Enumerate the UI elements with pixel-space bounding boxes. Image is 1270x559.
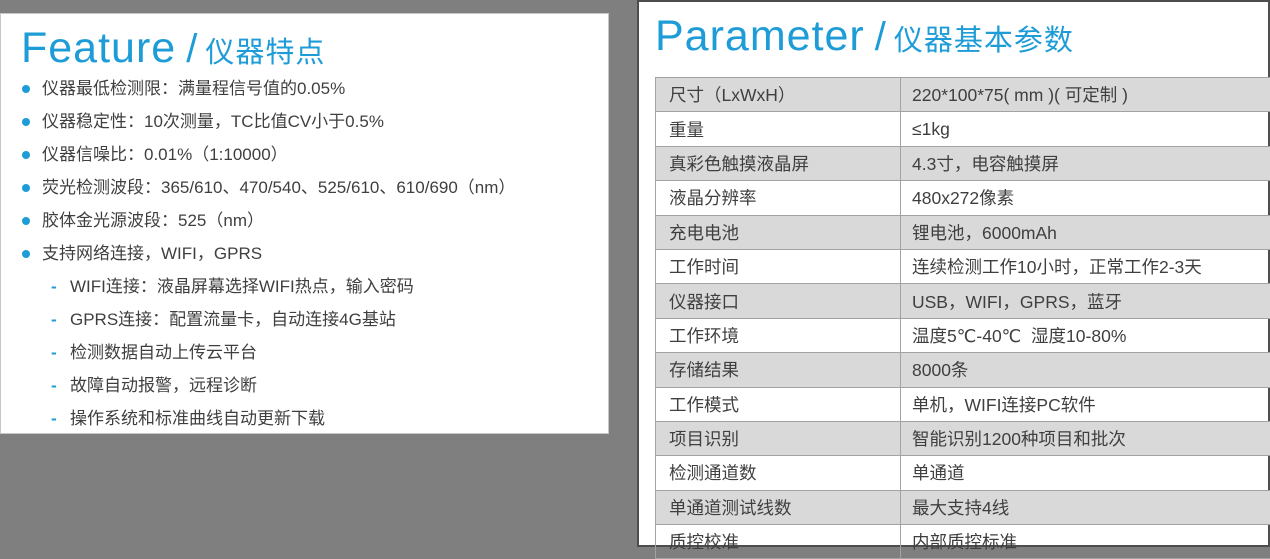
feature-item-text: GPRS连接：配置流量卡，自动连接4G基站	[70, 310, 396, 329]
parameter-title-separator: /	[875, 15, 886, 60]
param-value-cell: 内部质控标准	[901, 525, 1270, 559]
bullet-dash-icon: -	[51, 270, 57, 303]
table-row: 重量≤1kg	[656, 112, 1270, 146]
param-label-cell: 重量	[656, 112, 901, 146]
parameter-panel: Parameter / 仪器基本参数 尺寸（LxWxH）220*100*75( …	[637, 0, 1270, 547]
param-value-cell: 8000条	[901, 353, 1270, 387]
feature-item-text: WIFI连接：液晶屏幕选择WIFI热点，输入密码	[70, 277, 414, 296]
feature-title-zh: 仪器特点	[205, 29, 325, 71]
param-label-cell: 工作时间	[656, 249, 901, 283]
feature-item: -检测数据自动上传云平台	[1, 336, 604, 369]
feature-item-text: 仪器最低检测限：满量程信号值的0.05%	[42, 79, 345, 98]
param-value-cell: ≤1kg	[901, 112, 1270, 146]
bullet-dot-icon	[22, 217, 30, 225]
feature-item: 仪器最低检测限：满量程信号值的0.05%	[1, 72, 604, 105]
parameter-heading: Parameter / 仪器基本参数	[655, 12, 1268, 60]
bullet-dot-icon	[22, 184, 30, 192]
feature-item-text: 胶体金光源波段：525（nm）	[42, 211, 264, 230]
param-label-cell: 工作模式	[656, 387, 901, 421]
table-row: 工作环境温度5℃-40℃ 湿度10-80%	[656, 318, 1270, 352]
bullet-dot-icon	[22, 250, 30, 258]
parameter-title-zh: 仪器基本参数	[894, 17, 1074, 59]
param-label-cell: 液晶分辨率	[656, 181, 901, 215]
feature-item-text: 操作系统和标准曲线自动更新下载	[70, 409, 325, 428]
feature-item: -操作系统和标准曲线自动更新下载	[1, 402, 604, 435]
param-value-cell: USB，WIFI，GPRS，蓝牙	[901, 284, 1270, 318]
param-value-cell: 智能识别1200种项目和批次	[901, 421, 1270, 455]
feature-heading: Feature / 仪器特点	[21, 24, 608, 72]
param-label-cell: 真彩色触摸液晶屏	[656, 146, 901, 180]
feature-list: 仪器最低检测限：满量程信号值的0.05% 仪器稳定性：10次测量，TC比值CV小于…	[1, 72, 604, 435]
param-label-cell: 仪器接口	[656, 284, 901, 318]
feature-item-text: 故障自动报警，远程诊断	[70, 376, 257, 395]
param-value-cell: 锂电池，6000mAh	[901, 215, 1270, 249]
param-label-cell: 尺寸（LxWxH）	[656, 78, 901, 112]
param-value-cell: 单通道	[901, 456, 1270, 490]
param-label-cell: 检测通道数	[656, 456, 901, 490]
table-row: 充电电池锂电池，6000mAh	[656, 215, 1270, 249]
feature-item-text: 仪器信噪比：0.01%（1:10000）	[42, 145, 288, 164]
feature-item-text: 荧光检测波段：365/610、470/540、525/610、610/690（n…	[42, 178, 515, 197]
feature-item: -WIFI连接：液晶屏幕选择WIFI热点，输入密码	[1, 270, 604, 303]
param-value-cell: 最大支持4线	[901, 490, 1270, 524]
param-label-cell: 工作环境	[656, 318, 901, 352]
parameter-title-en: Parameter	[655, 12, 865, 60]
table-row: 尺寸（LxWxH）220*100*75( mm )( 可定制 )	[656, 78, 1270, 112]
table-row: 单通道测试线数最大支持4线	[656, 490, 1270, 524]
feature-item-text: 支持网络连接，WIFI，GPRS	[42, 244, 262, 263]
param-label-cell: 项目识别	[656, 421, 901, 455]
param-value-cell: 温度5℃-40℃ 湿度10-80%	[901, 318, 1270, 352]
bullet-dash-icon: -	[51, 303, 57, 336]
table-row: 检测通道数单通道	[656, 456, 1270, 490]
bullet-dot-icon	[22, 85, 30, 93]
table-row: 项目识别智能识别1200种项目和批次	[656, 421, 1270, 455]
bullet-dash-icon: -	[51, 336, 57, 369]
param-value-cell: 480x272像素	[901, 181, 1270, 215]
param-value-cell: 连续检测工作10小时，正常工作2-3天	[901, 249, 1270, 283]
feature-panel: Feature / 仪器特点 仪器最低检测限：满量程信号值的0.05% 仪器稳定性…	[0, 13, 609, 434]
feature-item-text: 仪器稳定性：10次测量，TC比值CV小于0.5%	[42, 112, 384, 131]
feature-item: 仪器信噪比：0.01%（1:10000）	[1, 138, 604, 171]
param-label-cell: 存储结果	[656, 353, 901, 387]
bullet-dash-icon: -	[51, 369, 57, 402]
feature-item: 仪器稳定性：10次测量，TC比值CV小于0.5%	[1, 105, 604, 138]
table-row: 工作时间连续检测工作10小时，正常工作2-3天	[656, 249, 1270, 283]
feature-item-text: 检测数据自动上传云平台	[70, 343, 257, 362]
table-row: 质控校准内部质控标准	[656, 525, 1270, 559]
feature-title-en: Feature	[21, 24, 176, 72]
feature-title-separator: /	[186, 27, 197, 72]
param-value-cell: 4.3寸，电容触摸屏	[901, 146, 1270, 180]
feature-item: -GPRS连接：配置流量卡，自动连接4G基站	[1, 303, 604, 336]
param-value-cell: 220*100*75( mm )( 可定制 )	[901, 78, 1270, 112]
param-value-cell: 单机，WIFI连接PC软件	[901, 387, 1270, 421]
feature-item: 荧光检测波段：365/610、470/540、525/610、610/690（n…	[1, 171, 604, 204]
feature-item: 支持网络连接，WIFI，GPRS	[1, 237, 604, 270]
param-label-cell: 质控校准	[656, 525, 901, 559]
feature-item: -故障自动报警，远程诊断	[1, 369, 604, 402]
bullet-dash-icon: -	[51, 402, 57, 435]
table-row: 工作模式单机，WIFI连接PC软件	[656, 387, 1270, 421]
bullet-dot-icon	[22, 118, 30, 126]
feature-item: 胶体金光源波段：525（nm）	[1, 204, 604, 237]
param-label-cell: 充电电池	[656, 215, 901, 249]
bullet-dot-icon	[22, 151, 30, 159]
param-label-cell: 单通道测试线数	[656, 490, 901, 524]
